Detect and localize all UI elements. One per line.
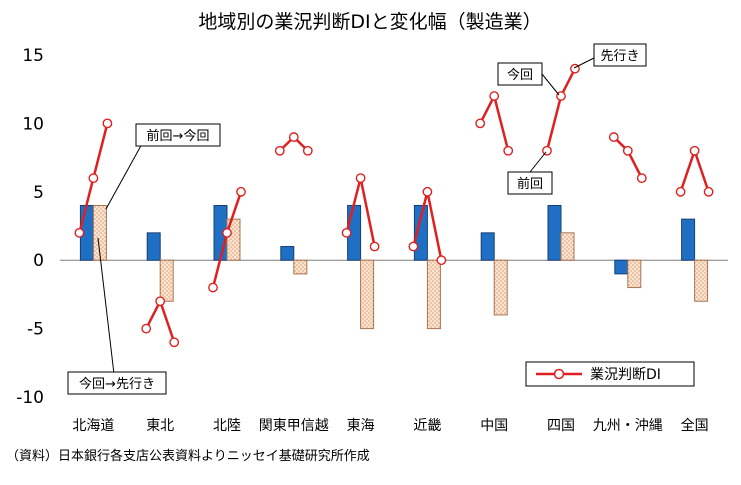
di-point [556, 91, 566, 101]
callout-next: 先行き [573, 43, 647, 69]
category-label: 全国 [681, 417, 709, 434]
bar-prev-to-now [547, 204, 562, 261]
bar-now-to-next [694, 259, 709, 302]
category-label: 四国 [547, 418, 575, 434]
callout-now-to-next-label: 今回→先行き [79, 376, 155, 392]
di-point [422, 186, 433, 197]
category-label: 関東甲信越 [259, 418, 329, 434]
di-point [475, 118, 486, 129]
category-label: 東北 [146, 418, 174, 434]
bar-now-to-next [293, 259, 308, 275]
y-tick-label: 5 [33, 183, 44, 203]
callout-prev-label: 前回 [517, 176, 543, 192]
di-line [545, 68, 577, 152]
di-point [689, 145, 700, 156]
di-lines [74, 63, 714, 348]
di-point [155, 296, 166, 307]
di-point [274, 145, 285, 156]
di-point [222, 227, 232, 238]
di-point [489, 91, 500, 101]
callout-now: 今回 [497, 62, 560, 96]
category-label: 東海 [347, 418, 375, 434]
di-point [622, 145, 633, 156]
bar-now-to-next [493, 259, 508, 316]
di-point [369, 241, 380, 252]
y-tick-label: 10 [22, 114, 44, 134]
di-point [636, 173, 647, 184]
bar-prev-to-now [614, 259, 629, 275]
bar-prev-to-now [681, 218, 696, 261]
di-point [74, 227, 85, 238]
source-note: （資料）日本銀行各支店公表資料よりニッセイ基礎研究所作成 [6, 448, 370, 464]
di-point [608, 132, 619, 142]
di-point [355, 173, 366, 184]
y-tick-label: 15 [22, 46, 44, 66]
di-point [675, 186, 686, 197]
di-point [88, 173, 99, 184]
di-line [612, 136, 643, 179]
callout-prev-to-now: 前回→今回 [105, 123, 221, 210]
di-point [288, 132, 299, 142]
bar-prev-to-now [480, 232, 495, 261]
category-label: 北陸 [213, 418, 241, 434]
callout-now-label: 今回 [507, 67, 533, 83]
bar-now-to-next [159, 259, 174, 302]
bars [79, 204, 709, 330]
bar-now-to-next [426, 259, 441, 330]
category-label: 近畿 [413, 418, 441, 434]
bar-now-to-next [560, 232, 575, 261]
legend-label: 業況判断DI [590, 367, 661, 383]
di-point [236, 186, 246, 197]
y-tick-label: -5 [27, 320, 44, 340]
di-point [703, 186, 714, 197]
bar-now-to-next [92, 204, 107, 261]
di-point [302, 145, 313, 156]
callout-now-to-next: 今回→先行き [67, 237, 167, 395]
category-label: 九州・沖縄 [593, 418, 663, 434]
di-point [169, 337, 180, 348]
legend-marker [553, 368, 565, 380]
legend: 業況判断DI [525, 361, 695, 387]
callout-prev: 前回 [507, 151, 553, 195]
di-point [436, 255, 447, 266]
callout-prev-to-now-label: 前回→今回 [147, 128, 210, 144]
bar-now-to-next [627, 259, 642, 289]
y-axis-ticks: 15 10 5 0 -5 -10 [16, 46, 44, 408]
di-point [341, 227, 352, 238]
bar-prev-to-now [146, 232, 161, 261]
bar-now-to-next [360, 259, 375, 330]
di-point [102, 118, 113, 129]
category-labels: 北海道 東北 北陸 関東甲信越 東海 近畿 中国 四国 九州・沖縄 全国 [72, 417, 708, 434]
chart-title: 地域別の業況判断DIと変化幅（製造業） [198, 11, 541, 33]
category-label: 中国 [480, 418, 508, 434]
y-tick-label: -10 [16, 388, 44, 408]
di-point [208, 282, 218, 293]
bar-prev-to-now [280, 246, 295, 261]
di-point [503, 145, 514, 156]
di-point [141, 323, 152, 334]
callout-next-label: 先行き [600, 49, 639, 64]
category-label: 北海道 [72, 418, 114, 434]
y-tick-label: 0 [33, 251, 44, 271]
di-line [679, 146, 710, 193]
di-line [145, 298, 176, 343]
di-point [408, 241, 419, 252]
